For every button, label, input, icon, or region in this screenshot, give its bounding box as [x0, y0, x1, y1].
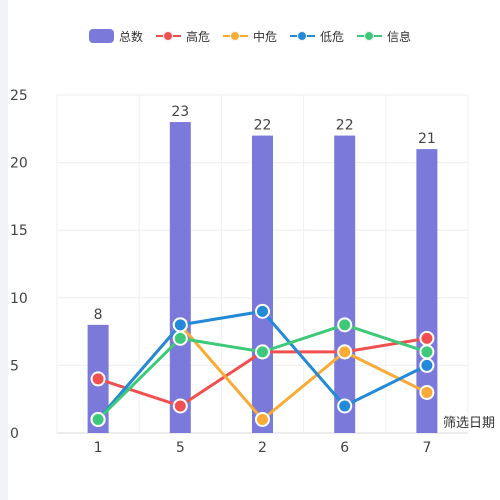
x-tick-label: 7: [422, 440, 431, 456]
y-tick-label: 0: [10, 426, 19, 442]
y-tick-label: 15: [10, 223, 28, 239]
y-tick-label: 10: [10, 291, 28, 307]
x-tick-label: 1: [94, 440, 103, 456]
legend-label-total: 总数: [118, 29, 143, 44]
y-tick-label: 20: [10, 156, 28, 172]
series-point[interactable]: [90, 411, 106, 427]
x-tick-label: 5: [176, 440, 185, 456]
left-edge-strip: [0, 0, 8, 500]
y-tick-label: 25: [10, 88, 28, 104]
legend-item-high[interactable]: 高危: [155, 28, 210, 45]
series-point[interactable]: [419, 357, 435, 373]
series-point[interactable]: [255, 303, 270, 319]
legend-label-high: 高危: [185, 29, 210, 44]
y-tick-label: 5: [10, 358, 19, 374]
legend-label-low: 低危: [320, 29, 345, 44]
legend-swatch-medium: [222, 29, 248, 43]
bar-data-label: 22: [336, 118, 354, 134]
series-point[interactable]: [337, 317, 353, 333]
legend-item-total[interactable]: 总数: [88, 28, 143, 45]
legend-swatch-low: [290, 29, 315, 43]
legend-label-info: 信息: [387, 29, 412, 44]
y-axis-ticks: 0 5 10 15 20 25: [10, 88, 28, 442]
legend-item-info[interactable]: 信息: [357, 28, 411, 45]
x-tick-label: 6: [340, 440, 349, 456]
legend-label-medium: 中危: [252, 29, 277, 44]
bar-total[interactable]: [169, 122, 191, 433]
series-point[interactable]: [337, 344, 353, 360]
legend-item-low[interactable]: 低危: [290, 28, 344, 45]
chart-legend: 总数 高危 中危 低危 信息: [0, 26, 500, 46]
bar-total[interactable]: [334, 135, 356, 433]
series-point[interactable]: [90, 371, 106, 387]
line-series: [90, 317, 435, 427]
x-axis-name: 筛选日期: [443, 416, 495, 431]
x-tick-label: 2: [258, 440, 267, 456]
legend-swatch-info: [357, 29, 383, 43]
bar-total[interactable]: [252, 135, 273, 433]
legend-item-medium[interactable]: 中危: [222, 28, 277, 45]
x-axis-ticks: 1 5 2 6 7: [94, 440, 432, 456]
series-point[interactable]: [172, 398, 188, 414]
bar-series-total: [87, 122, 438, 433]
legend-swatch-total: [88, 29, 114, 43]
legend-swatch-high: [155, 29, 181, 43]
bar-data-label: 23: [171, 104, 189, 120]
series-point[interactable]: [419, 344, 435, 360]
series-point[interactable]: [419, 384, 435, 400]
series-point[interactable]: [337, 398, 353, 414]
series-point[interactable]: [172, 330, 188, 346]
bar-data-label: 22: [254, 118, 272, 134]
series-point[interactable]: [172, 317, 188, 333]
bar-data-labels: 8 23 22 22 21: [94, 104, 436, 323]
bar-data-label: 21: [418, 131, 436, 147]
series-point[interactable]: [255, 411, 270, 427]
series-point[interactable]: [255, 344, 270, 360]
series-point[interactable]: [419, 330, 435, 346]
line-series-group: [90, 303, 435, 427]
bar-data-label: 8: [94, 307, 103, 323]
